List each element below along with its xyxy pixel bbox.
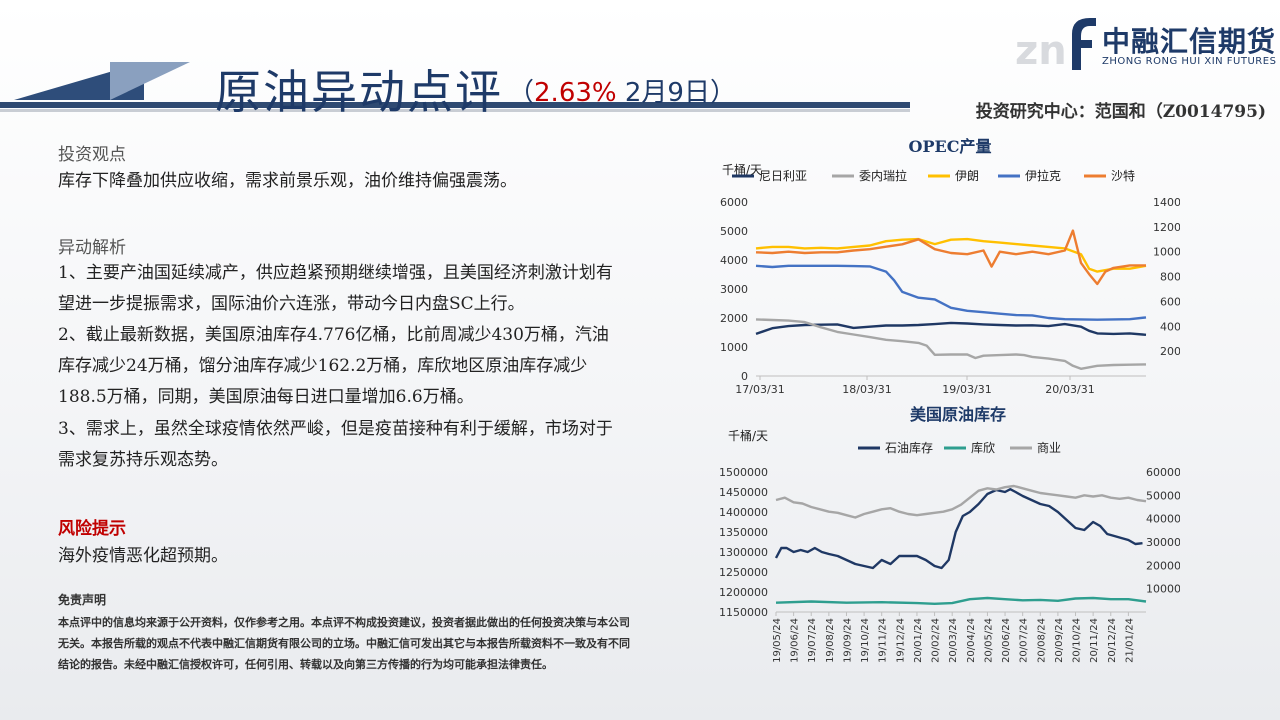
x-tick-label-1: 19/06/24 [790, 618, 801, 663]
series-line-4 [755, 264, 1147, 321]
series-line-3 [775, 484, 1147, 519]
y-right-tick-1: 100000 [1146, 583, 1180, 596]
x-tick-label-12: 20/05/24 [983, 618, 994, 663]
header-band-shadow [0, 109, 910, 112]
y-right-tick-6: 12000 [1153, 221, 1180, 234]
x-tick-label-16: 20/09/24 [1054, 618, 1065, 663]
y-left-tick-4: 1350000 [719, 526, 768, 539]
x-tick-label-15: 20/08/24 [1036, 618, 1047, 663]
y-left-tick-0: 0 [741, 370, 748, 383]
x-tick-label-20: 21/01/24 [1124, 618, 1135, 663]
x-tick-label-18: 20/11/24 [1089, 618, 1100, 663]
risk-text: 海外疫情恶化超预期。 [58, 546, 228, 566]
x-tick-label-0: 17/03/31 [735, 383, 784, 396]
view-heading: 投资观点 [58, 145, 126, 165]
legend-label-3: 商业 [1037, 440, 1061, 455]
x-tick-label-13: 20/06/24 [1001, 618, 1012, 663]
analysis-paragraph-3: 3、需求上，虽然全球疫情依然严峻，但是疫苗接种有利于缓解，市场对于需求复苏持乐观… [58, 419, 613, 470]
series-line-1 [774, 487, 1143, 570]
analysis-paragraph-1: 1、主要产油国延续减产，供应趋紧预期继续增强，且美国经济刺激计划有望进一步提振需… [58, 263, 613, 314]
analysis-paragraph-2: 2、截止最新数据，美国原油库存4.776亿桶，比前周减少430万桶，汽油库存减少… [58, 325, 609, 407]
y-right-tick-5: 500000 [1146, 489, 1180, 502]
series-line-3 [755, 237, 1147, 273]
logo-watermark: zn [1015, 28, 1067, 74]
x-tick-label-7: 19/12/24 [895, 618, 906, 663]
subtitle-date: 2月9日） [616, 78, 736, 108]
legend-label-4: 伊拉克 [1025, 168, 1061, 183]
x-tick-label-17: 20/10/24 [1072, 618, 1083, 663]
x-tick-label-2: 19/03/31 [942, 383, 991, 396]
x-tick-label-8: 20/01/24 [913, 618, 924, 663]
y-right-tick-6: 600000 [1146, 466, 1180, 479]
disclaimer-heading: 免责声明 [58, 593, 107, 607]
legend-label-5: 沙特 [1111, 168, 1135, 183]
y-left-tick-2: 2000 [720, 312, 748, 325]
logo-icon [1072, 18, 1096, 70]
y-left-tick-7: 1500000 [719, 466, 768, 479]
y-right-tick-3: 300000 [1146, 536, 1180, 549]
legend-label-3: 伊朗 [955, 169, 979, 183]
x-tick-label-3: 20/03/31 [1045, 383, 1094, 396]
legend-label-1: 石油库存 [885, 440, 933, 455]
y-left-tick-3: 3000 [720, 283, 748, 296]
analysis-heading: 异动解析 [58, 238, 126, 258]
chart-unit-label: 千桶/天 [722, 162, 762, 177]
y-left-tick-5: 5000 [720, 225, 748, 238]
x-tick-label-0: 19/05/24 [772, 618, 783, 663]
view-text: 库存下降叠加供应收缩，需求前景乐观，油价维持偏强震荡。 [58, 171, 517, 191]
author-line: 投资研究中心：范国和（Z0014795) [975, 102, 1266, 122]
page-title: 原油异动点评 [215, 65, 503, 119]
x-tick-label-5: 19/10/24 [860, 618, 871, 663]
y-left-tick-6: 6000 [720, 196, 748, 209]
x-tick-label-6: 19/11/24 [878, 618, 889, 663]
x-tick-label-3: 19/08/24 [825, 618, 836, 663]
header-band [0, 102, 910, 108]
series-line-1 [755, 321, 1147, 336]
y-right-tick-4: 400000 [1146, 513, 1180, 526]
x-tick-label-1: 18/03/31 [842, 383, 891, 396]
y-left-tick-1: 1000 [720, 341, 748, 354]
y-right-tick-7: 14000 [1153, 196, 1180, 209]
y-right-tick-2: 200000 [1146, 559, 1180, 572]
y-right-tick-2: 4000 [1160, 320, 1180, 333]
chart-unit-label: 千桶/天 [728, 428, 768, 443]
legend-label-1: 尼日利亚 [759, 169, 807, 183]
y-left-tick-5: 1400000 [719, 506, 768, 519]
y-left-tick-3: 1300000 [719, 546, 768, 559]
x-tick-label-9: 20/02/24 [931, 618, 942, 663]
y-right-tick-3: 6000 [1160, 295, 1180, 308]
risk-heading: 风险提示 [58, 519, 126, 539]
y-right-tick-1: 2000 [1160, 345, 1180, 358]
logo-text-cn: 中融汇信期货 [1102, 25, 1277, 58]
y-left-tick-0: 1150000 [719, 606, 768, 619]
page-subtitle: （2.63% 2月9日） [508, 72, 736, 109]
x-tick-label-10: 20/03/24 [948, 618, 959, 663]
chart-title: 美国原油库存 [910, 405, 1006, 424]
series-line-2 [775, 596, 1147, 606]
logo-text-en: ZHONG RONG HUI XIN FUTURES [1102, 56, 1277, 67]
subtitle-open: （ [508, 78, 535, 108]
price-change: 2.63% [534, 78, 617, 108]
y-right-tick-5: 10000 [1153, 246, 1180, 259]
x-tick-label-14: 20/07/24 [1019, 618, 1030, 663]
disclaimer-text: 本点评中的信息均来源于公开资料，仅作参考之用。本点评不构成投资建议，投资者据此做… [58, 616, 630, 671]
legend-label-2: 库欣 [971, 440, 995, 455]
x-tick-label-2: 19/07/24 [807, 618, 818, 663]
x-tick-label-19: 20/12/24 [1107, 618, 1118, 663]
y-left-tick-6: 1450000 [719, 486, 768, 499]
chart-title: OPEC产量 [909, 137, 992, 156]
y-left-tick-2: 1250000 [719, 566, 768, 579]
y-left-tick-4: 4000 [720, 254, 748, 267]
series-line-5 [755, 229, 1146, 286]
y-right-tick-4: 8000 [1160, 271, 1180, 284]
header-decoration-right [110, 62, 190, 100]
series-line-2 [755, 318, 1147, 371]
x-tick-label-4: 19/09/24 [842, 618, 853, 663]
x-tick-label-11: 20/04/24 [966, 618, 977, 663]
y-left-tick-1: 1200000 [719, 586, 768, 599]
legend-label-2: 委内瑞拉 [859, 168, 907, 183]
